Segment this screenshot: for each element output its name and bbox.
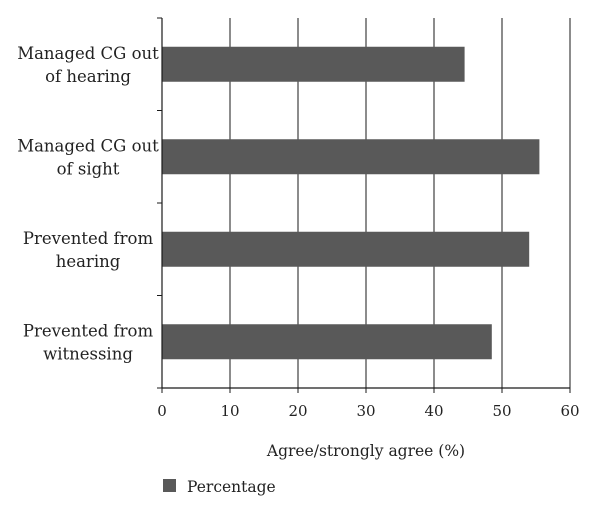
category-label-4-line-2: witnessing bbox=[43, 344, 133, 363]
bar-1 bbox=[162, 46, 465, 82]
x-tick-label-60: 60 bbox=[560, 402, 579, 420]
legend: Percentage bbox=[163, 478, 276, 496]
category-label-1-line-1: Managed CG out bbox=[17, 44, 159, 63]
x-tick-label-50: 50 bbox=[492, 402, 511, 420]
bars bbox=[162, 46, 540, 360]
x-axis-title: Agree/strongly agree (%) bbox=[266, 442, 465, 460]
x-tick-label-40: 40 bbox=[424, 402, 443, 420]
legend-swatch bbox=[163, 479, 176, 492]
bar-4 bbox=[162, 324, 492, 360]
bar-3 bbox=[162, 231, 530, 267]
category-label-3-line-1: Prevented from bbox=[23, 229, 154, 248]
x-tick-label-10: 10 bbox=[220, 402, 239, 420]
category-label-2-line-1: Managed CG out bbox=[17, 136, 159, 155]
axes bbox=[157, 17, 571, 393]
x-tick-label-30: 30 bbox=[356, 402, 375, 420]
legend-label-percentage: Percentage bbox=[187, 478, 276, 496]
category-label-4-line-1: Prevented from bbox=[23, 321, 154, 340]
labels: 0 10 20 30 40 50 60 Managed CG out of hearing Man… bbox=[17, 44, 579, 420]
category-label-1-line-2: of hearing bbox=[45, 67, 131, 86]
bar-2 bbox=[162, 139, 540, 175]
x-tick-label-20: 20 bbox=[288, 402, 307, 420]
category-label-2-line-2: of sight bbox=[57, 159, 120, 178]
category-label-3-line-2: hearing bbox=[56, 252, 121, 271]
x-tick-label-0: 0 bbox=[157, 402, 167, 420]
